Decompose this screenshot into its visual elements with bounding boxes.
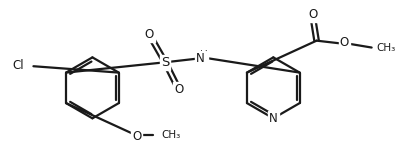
Text: O: O (174, 83, 183, 96)
Text: S: S (161, 56, 170, 69)
Text: Cl: Cl (12, 59, 23, 72)
Text: O: O (308, 8, 317, 21)
Text: N: N (269, 112, 278, 125)
Text: N: N (196, 52, 205, 65)
Text: O: O (339, 36, 349, 49)
Text: H: H (200, 50, 207, 60)
Text: O: O (145, 28, 154, 41)
Text: CH₃: CH₃ (161, 130, 180, 140)
Text: O: O (132, 130, 141, 143)
Text: CH₃: CH₃ (377, 43, 396, 53)
